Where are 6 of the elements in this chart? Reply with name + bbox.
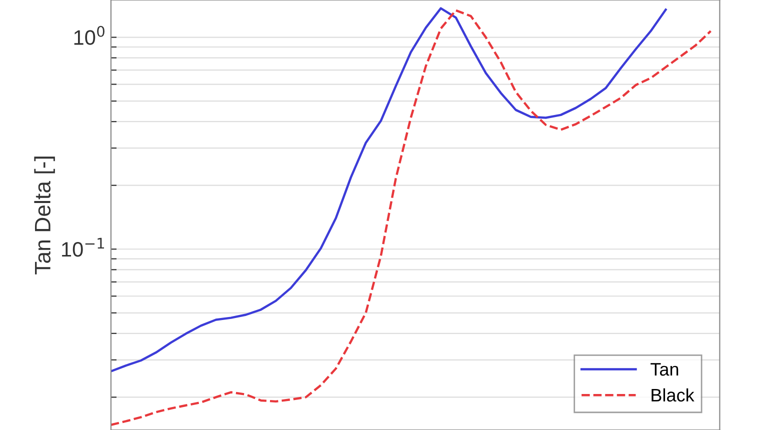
y-tick-label: 10$^{0}$	[74, 26, 104, 45]
legend-label: Black	[652, 388, 694, 402]
line-series	[110, 9, 712, 426]
y-tick-label: 10$^{−1}$	[62, 238, 104, 257]
legend-label: Tan	[650, 363, 678, 376]
y-axis-title: Tan Delta [-]	[34, 156, 55, 274]
